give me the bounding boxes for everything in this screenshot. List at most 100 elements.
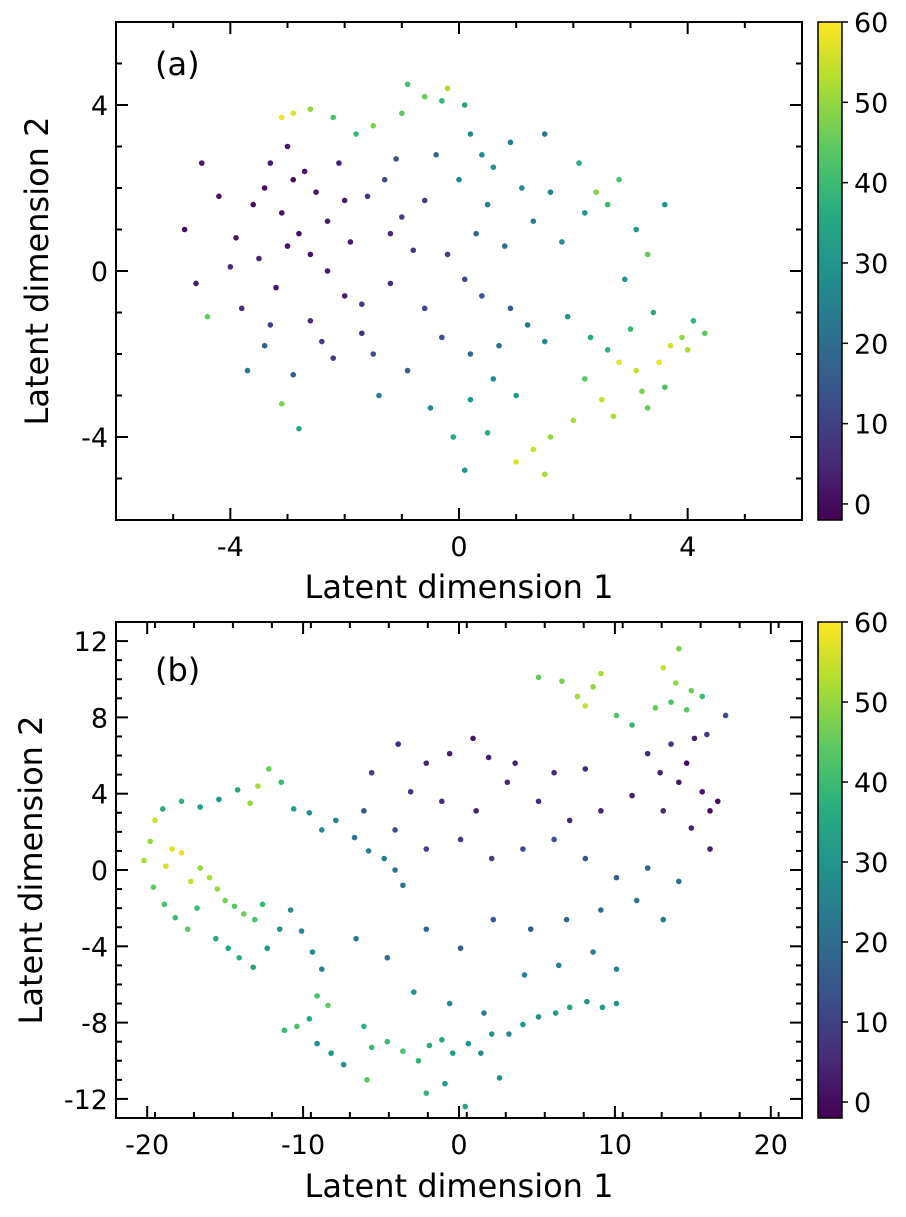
scatter-point bbox=[504, 779, 511, 786]
scatter-point bbox=[423, 926, 430, 932]
x-tick-label: -4 bbox=[217, 532, 244, 563]
scatter-point bbox=[365, 848, 372, 854]
scatter-point bbox=[404, 81, 411, 88]
scatter-point bbox=[552, 1010, 559, 1016]
scatter-point bbox=[387, 280, 394, 287]
scatter-point bbox=[496, 1075, 503, 1081]
scatter-point bbox=[485, 754, 492, 761]
scatter-point bbox=[581, 210, 588, 216]
scatter-point bbox=[319, 827, 325, 833]
scatter-point bbox=[587, 334, 594, 341]
scatter-point bbox=[535, 1014, 542, 1020]
scatter-point bbox=[421, 197, 428, 204]
scatter-point bbox=[535, 798, 542, 805]
scatter-point bbox=[404, 367, 411, 374]
colorbar-b: 0 10 20 30 40 50 60 bbox=[817, 608, 888, 1119]
scatter-point bbox=[296, 425, 302, 432]
scatter-point bbox=[566, 1004, 573, 1011]
scatter-point bbox=[393, 156, 399, 162]
x-tick-label: -20 bbox=[125, 1130, 169, 1161]
scatter-point bbox=[715, 798, 721, 805]
panel-label-a: (a) bbox=[155, 45, 200, 83]
scatter-point bbox=[570, 417, 577, 424]
scatter-point bbox=[306, 809, 313, 816]
scatter-point bbox=[439, 334, 445, 341]
scatter-point bbox=[370, 122, 377, 129]
scatter-point bbox=[370, 351, 377, 357]
scatter-point bbox=[461, 102, 468, 108]
scatter-points-a bbox=[181, 81, 708, 478]
colorbar-tick-label: 60 bbox=[854, 608, 888, 639]
scatter-point bbox=[566, 817, 573, 824]
scatter-point bbox=[541, 471, 548, 478]
scatter-point bbox=[707, 808, 713, 814]
scatter-point bbox=[547, 189, 554, 195]
x-axis-label-b: Latent dimension 1 bbox=[305, 1167, 614, 1205]
scatter-point bbox=[582, 703, 589, 709]
scatter-point bbox=[361, 808, 367, 814]
axis-ticks-b: -20 -10 0 10 20 -12 -8 -4 0 4 8 12 bbox=[64, 621, 802, 1161]
scatter-point bbox=[551, 836, 557, 843]
scatter-point bbox=[446, 1000, 453, 1007]
scatter-point bbox=[244, 367, 251, 374]
scatter-point bbox=[341, 293, 348, 299]
scatter-point bbox=[574, 693, 581, 700]
scatter-point bbox=[359, 301, 365, 308]
scatter-point bbox=[467, 131, 474, 137]
scatter-point bbox=[599, 1004, 606, 1011]
scatter-point bbox=[381, 176, 388, 183]
scatter-point bbox=[353, 935, 359, 942]
scatter-point bbox=[479, 293, 485, 299]
scatter-point bbox=[559, 678, 565, 684]
scatter-point bbox=[633, 897, 640, 904]
scatter-point bbox=[178, 798, 185, 805]
scatter-point bbox=[387, 230, 394, 237]
scatter-point bbox=[163, 863, 169, 869]
scatter-point bbox=[250, 964, 256, 971]
scatter-point bbox=[427, 405, 434, 411]
scatter-point bbox=[547, 434, 554, 440]
scatter-point bbox=[512, 760, 518, 766]
scatter-point bbox=[193, 280, 199, 287]
scatter-point bbox=[278, 210, 285, 216]
scatter-point bbox=[450, 434, 457, 440]
scatter-point bbox=[276, 926, 283, 932]
scatter-point bbox=[490, 916, 497, 923]
scatter-point bbox=[267, 322, 274, 328]
scatter-point bbox=[368, 1044, 375, 1051]
scatter-point bbox=[227, 264, 234, 270]
scatter-point bbox=[530, 446, 537, 453]
scatter-point bbox=[399, 214, 405, 220]
scatter-point bbox=[629, 792, 635, 799]
scatter-point bbox=[616, 176, 622, 183]
scatter-point bbox=[392, 867, 398, 873]
scatter-point bbox=[598, 907, 604, 913]
scatter-point bbox=[261, 342, 268, 349]
y-axis-label-a: Latent dimension 2 bbox=[18, 117, 56, 426]
scatter-point bbox=[581, 376, 588, 382]
colorbar-gradient-a bbox=[817, 21, 843, 521]
scatter-point bbox=[439, 98, 445, 104]
scatter-point bbox=[314, 1040, 320, 1047]
scatter-point bbox=[633, 226, 640, 233]
scatter-point bbox=[639, 388, 645, 395]
x-tick-label: 0 bbox=[450, 532, 467, 563]
scatter-point bbox=[206, 874, 213, 881]
scatter-point bbox=[307, 251, 314, 258]
colorbar-tick-label: 20 bbox=[854, 329, 888, 360]
scatter-point bbox=[593, 189, 599, 195]
scatter-point bbox=[281, 1027, 288, 1034]
scatter-point bbox=[462, 1103, 469, 1110]
y-tick-label: 0 bbox=[91, 257, 108, 288]
scatter-point bbox=[467, 351, 474, 357]
scatter-point bbox=[278, 401, 285, 407]
y-tick-label: -4 bbox=[81, 932, 108, 963]
scatter-point bbox=[290, 806, 297, 812]
scatter-point bbox=[392, 827, 398, 833]
scatter-point bbox=[188, 878, 194, 885]
scatter-point bbox=[150, 884, 157, 890]
scatter-point bbox=[513, 459, 519, 465]
x-tick-label: -10 bbox=[281, 1130, 325, 1161]
scatter-point bbox=[683, 706, 690, 713]
x-tick-label: 10 bbox=[598, 1130, 632, 1161]
